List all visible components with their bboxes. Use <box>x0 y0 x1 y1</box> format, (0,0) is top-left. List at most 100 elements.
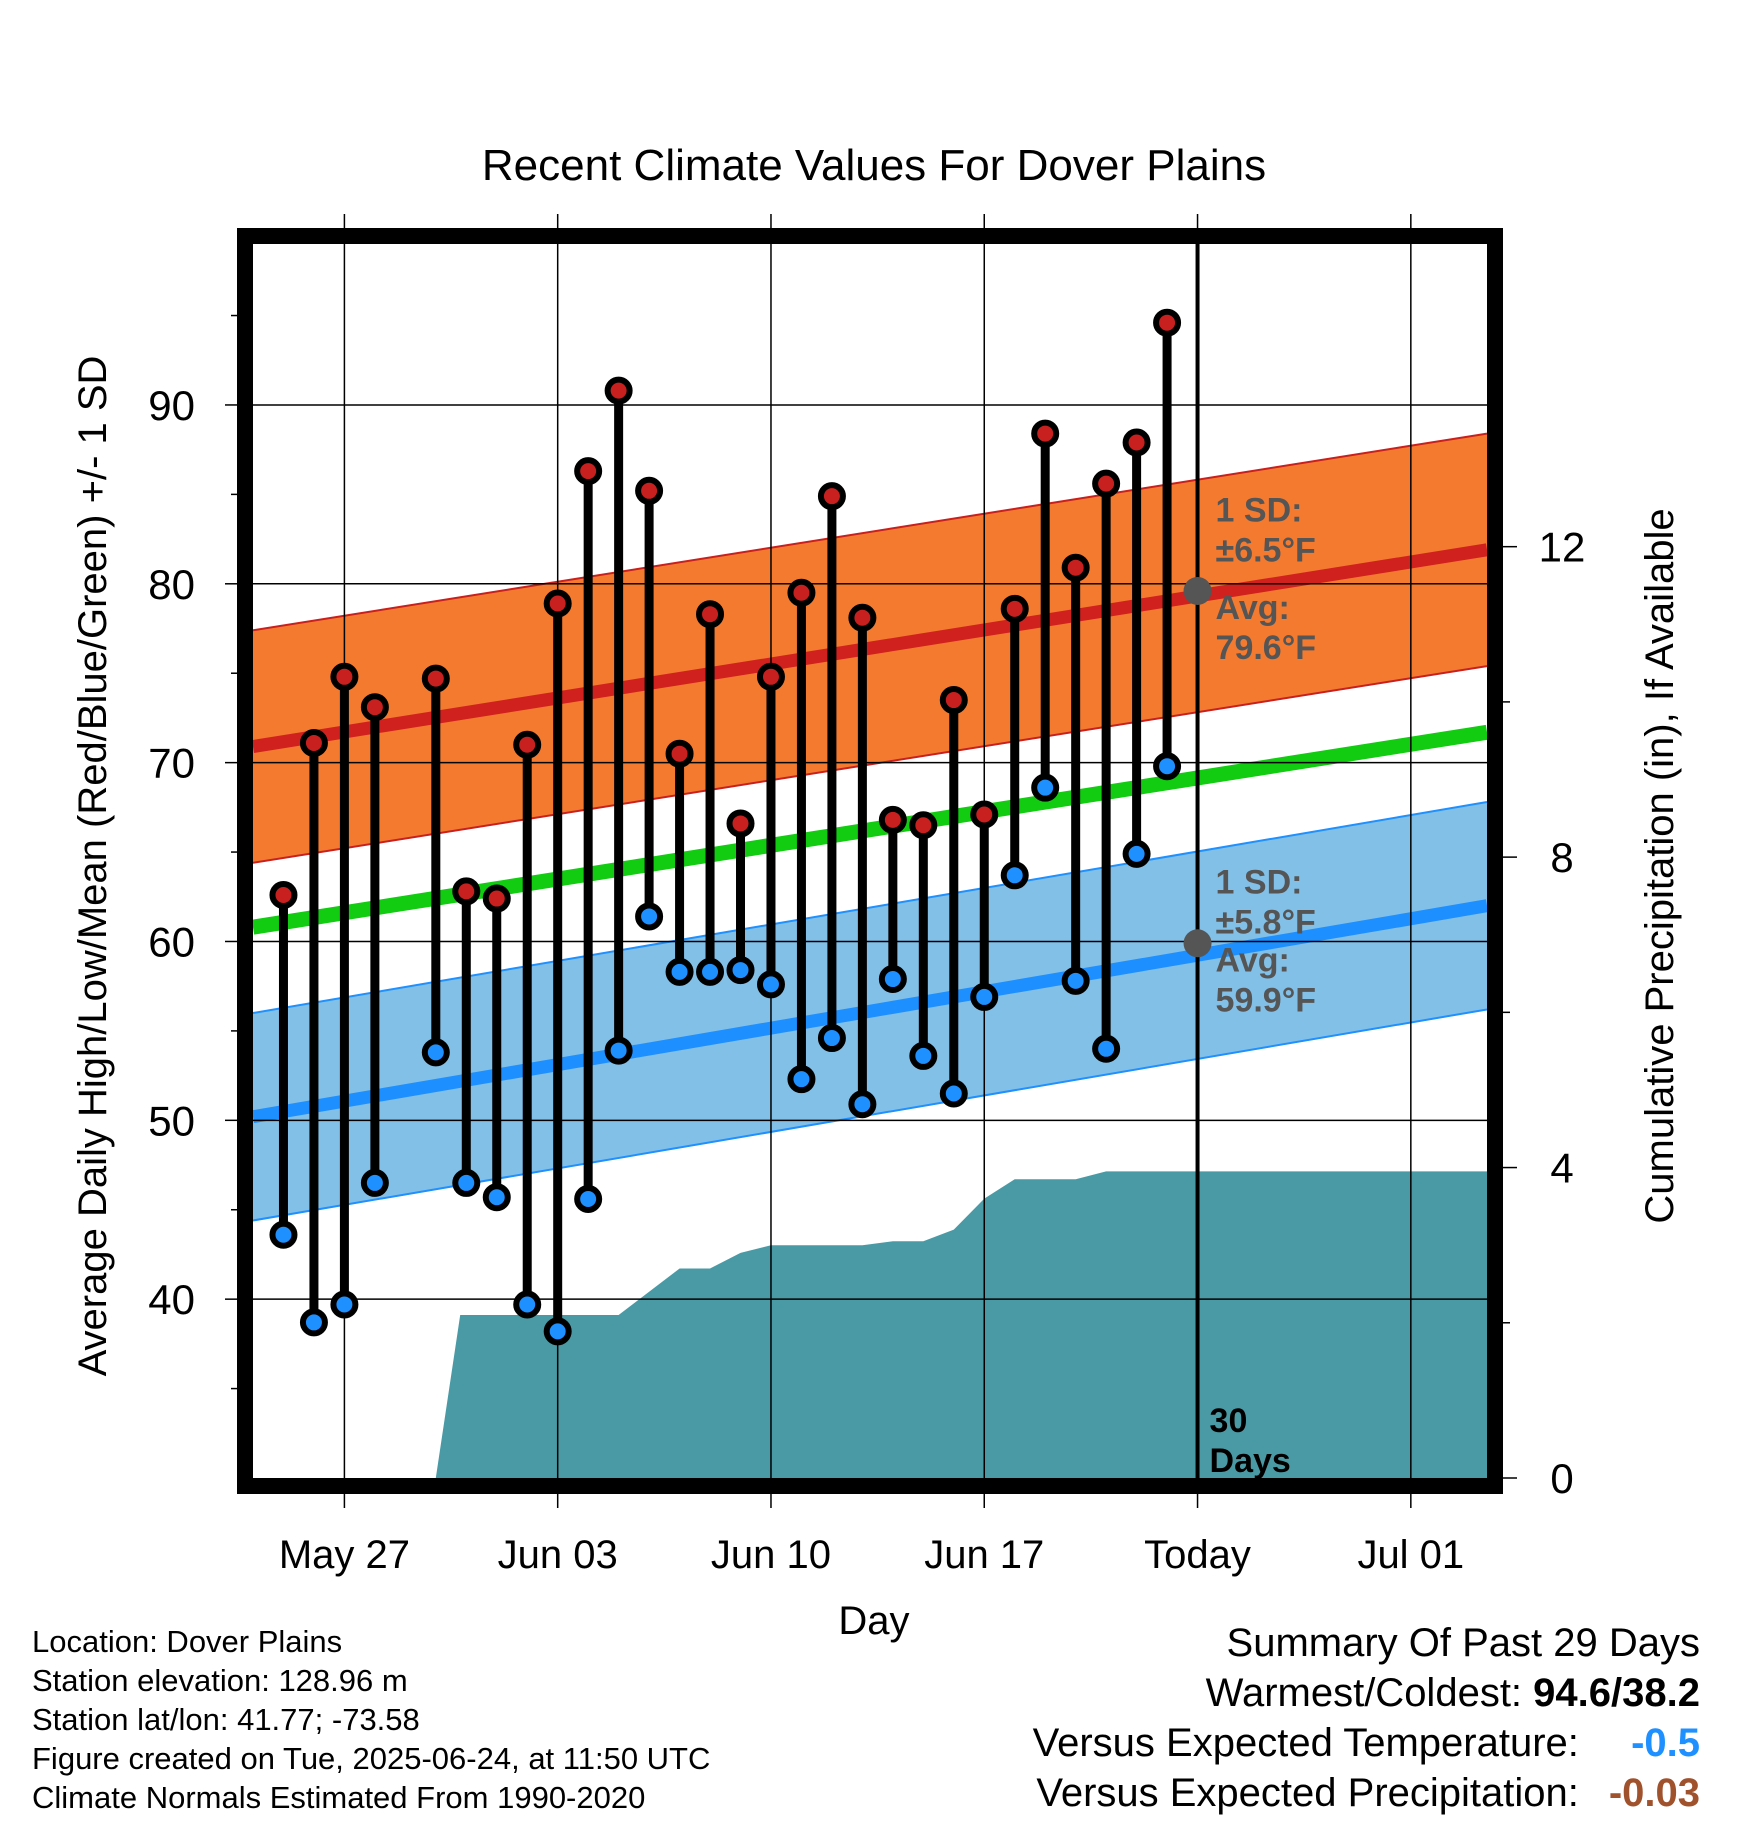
high-point <box>848 603 877 632</box>
high-point <box>726 809 755 838</box>
high-point <box>360 693 389 722</box>
low-sd-upper-line <box>253 800 1487 1014</box>
elevation-text: Station elevation: 128.96 m <box>32 1663 408 1698</box>
low-point <box>543 1317 572 1346</box>
x-tick-label: May 27 <box>279 1533 410 1577</box>
y-tick-label: 60 <box>148 918 195 965</box>
high-point <box>269 880 298 909</box>
low-avg-value: 59.9°F <box>1216 981 1317 1019</box>
low-point <box>1153 752 1182 781</box>
high-point <box>970 800 999 829</box>
location-text: Location: Dover Plains <box>32 1624 343 1659</box>
low-point <box>269 1220 298 1249</box>
high-avg-label: Avg: <box>1216 589 1290 627</box>
summary-precip-row: Versus Expected Precipitation: -0.03 <box>1033 1768 1700 1818</box>
high-point <box>1000 594 1029 623</box>
high-point <box>878 805 907 834</box>
high-sd-lower-line <box>253 665 1487 864</box>
created-text: Figure created on Tue, 2025-06-24, at 11… <box>32 1741 711 1776</box>
high-point <box>1061 553 1090 582</box>
high-sd-label: 1 SD: <box>1216 492 1303 530</box>
low-point <box>330 1290 359 1319</box>
y2-axis-title: Cumulative Precipitation (in), If Availa… <box>1638 508 1682 1223</box>
low-point <box>787 1065 816 1094</box>
summary-temp-row: Versus Expected Temperature: -0.5 <box>1033 1718 1700 1768</box>
low-point <box>421 1038 450 1067</box>
precip-value: -0.03 <box>1608 1771 1700 1815</box>
high-point <box>482 884 511 913</box>
x-tick-label: Jun 10 <box>711 1533 831 1577</box>
high-point <box>421 664 450 693</box>
high-point <box>817 482 846 511</box>
high-point <box>574 457 603 486</box>
high-avg-value: 79.6°F <box>1216 629 1317 667</box>
y-tick-label: 70 <box>148 740 195 787</box>
high-sd-value: ±6.5°F <box>1216 532 1316 570</box>
today-avg-high-marker <box>1183 576 1212 605</box>
y2-tick-label: 4 <box>1550 1145 1573 1192</box>
low-point <box>452 1168 481 1197</box>
low-point <box>482 1183 511 1212</box>
summary-title: Summary Of Past 29 Days <box>1226 1621 1700 1665</box>
high-point <box>756 662 785 691</box>
plot-frame <box>237 228 1503 1494</box>
days-number-label: 30 <box>1210 1402 1248 1440</box>
low-point <box>939 1079 968 1108</box>
x-axis-title: Day <box>838 1599 909 1643</box>
high-point <box>299 728 328 757</box>
x-tick-label: Jun 17 <box>924 1533 1044 1577</box>
warmest-value: 94.6/38.2 <box>1533 1671 1700 1715</box>
high-sd-upper-line <box>253 432 1487 632</box>
low-point <box>848 1090 877 1119</box>
high-point <box>939 686 968 715</box>
y2-tick-label: 8 <box>1550 834 1573 881</box>
low-point <box>635 902 664 931</box>
y-tick-label: 80 <box>148 561 195 608</box>
avg-high-line <box>253 543 1487 753</box>
y-tick-label: 50 <box>148 1097 195 1144</box>
low-point <box>726 956 755 985</box>
x-tick-label: Today <box>1144 1533 1251 1577</box>
high-point <box>452 877 481 906</box>
normals-text: Climate Normals Estimated From 1990-2020 <box>32 1780 646 1815</box>
low-point <box>878 965 907 994</box>
y-tick-label: 40 <box>148 1276 195 1323</box>
low-point <box>1122 839 1151 868</box>
y-tick-label: 90 <box>148 382 195 429</box>
high-point <box>1153 308 1182 337</box>
high-point <box>696 600 725 629</box>
latlon-text: Station lat/lon: 41.77; -73.58 <box>32 1702 420 1737</box>
low-point <box>360 1168 389 1197</box>
low-point <box>1092 1034 1121 1063</box>
y-axis-title: Average Daily High/Low/Mean (Red/Blue/Gr… <box>71 356 115 1377</box>
low-sd-value: ±5.8°F <box>1216 903 1316 941</box>
y2-tick-label: 12 <box>1539 524 1586 571</box>
high-point <box>665 739 694 768</box>
low-point <box>513 1290 542 1319</box>
precip-label: Versus Expected Precipitation: <box>1036 1771 1579 1815</box>
low-point <box>665 957 694 986</box>
high-point <box>635 476 664 505</box>
low-point <box>1061 966 1090 995</box>
temp-label: Versus Expected Temperature: <box>1032 1721 1579 1765</box>
high-point <box>787 578 816 607</box>
low-point <box>574 1185 603 1214</box>
today-avg-low-marker <box>1183 929 1212 958</box>
summary-warmest-row: Warmest/Coldest: 94.6/38.2 <box>1033 1668 1700 1718</box>
precip-area <box>253 1171 1487 1478</box>
high-point <box>1031 419 1060 448</box>
high-point <box>513 730 542 759</box>
low-avg-label: Avg: <box>1216 941 1290 979</box>
warmest-label: Warmest/Coldest: <box>1205 1671 1523 1715</box>
low-point <box>970 982 999 1011</box>
low-point <box>299 1308 328 1337</box>
high-point <box>1122 428 1151 457</box>
low-point <box>756 970 785 999</box>
high-point <box>909 811 938 840</box>
summary-panel: Summary Of Past 29 Days Warmest/Coldest:… <box>1033 1618 1700 1818</box>
x-tick-label: Jun 03 <box>498 1533 618 1577</box>
low-point <box>604 1036 633 1065</box>
high-point <box>1092 469 1121 498</box>
x-tick-label: Jul 01 <box>1357 1533 1464 1577</box>
